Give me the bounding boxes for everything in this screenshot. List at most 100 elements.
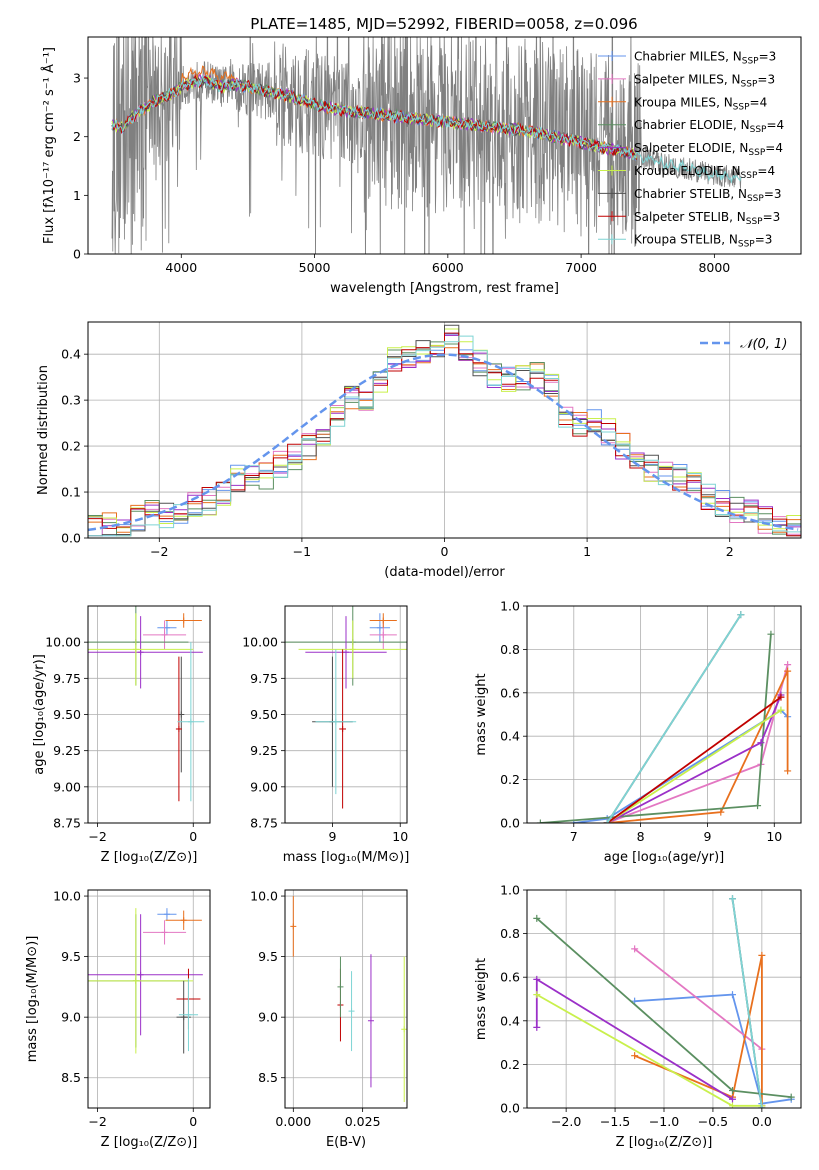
weight-point xyxy=(729,895,736,903)
x-tick-label: 0 xyxy=(441,544,449,559)
mass-vs-z-panel: −2 0 8.5 9.0 9.5 10.0 Z [log₁₀(Z/Z⊙)] mass [log… xyxy=(25,889,211,1150)
legend-entry: Chabrier ELODIE, NSSP=4 xyxy=(634,118,784,135)
x-tick-label: 10 xyxy=(392,829,408,844)
x-tick-label: 1 xyxy=(583,544,591,559)
y-tick-label: 9.75 xyxy=(250,671,278,686)
weight-point xyxy=(533,991,541,999)
x-axis-label: Z [log₁₀(Z/Z⊙)] xyxy=(616,1135,713,1150)
y-tick-label: 0.0 xyxy=(500,816,520,831)
residuals-panel: −2 −1 0 1 2 0.0 0.1 0.2 0.3 0.4 (data-model)/error… xyxy=(36,321,802,580)
y-axis-label: mass [log₁₀(M/M⊙)] xyxy=(25,936,40,1063)
x-tick-label: 5000 xyxy=(299,260,331,275)
data-point xyxy=(401,1026,407,1033)
y-tick-label: 0.4 xyxy=(61,347,81,362)
weight-lines xyxy=(533,895,795,1108)
data-point xyxy=(180,617,187,624)
weight-point xyxy=(631,1052,639,1060)
weight-point xyxy=(777,706,785,714)
data-point xyxy=(163,911,170,918)
data-point xyxy=(132,977,139,984)
error-bars xyxy=(290,896,407,1102)
y-tick-label: 3 xyxy=(73,71,81,86)
y-tick-label: 0.2 xyxy=(61,439,81,454)
weight-point xyxy=(729,991,736,999)
y-tick-label: 10.0 xyxy=(250,889,278,904)
weight-lines xyxy=(536,611,792,823)
weight-series-line xyxy=(731,898,763,1108)
data-point xyxy=(161,631,168,638)
data-point xyxy=(175,725,182,732)
observed-spectrum xyxy=(111,37,742,254)
weight-point xyxy=(784,667,792,675)
y-axis-label: age [log₁₀(age/yr)] xyxy=(32,654,47,775)
x-tick-label: 0 xyxy=(189,829,197,844)
y-tick-label: 0.8 xyxy=(500,642,520,657)
y-tick-label: 9.0 xyxy=(258,1010,278,1025)
weight-series-line xyxy=(607,670,789,823)
data-point xyxy=(349,646,356,653)
weight-point xyxy=(737,611,745,619)
y-tick-label: 9.25 xyxy=(53,743,81,758)
legend-entry: Salpeter STELIB, NSSP=3 xyxy=(634,210,780,227)
weight-point xyxy=(784,661,792,669)
weight-series-line xyxy=(573,709,789,823)
weight-point xyxy=(758,1104,766,1108)
error-bars xyxy=(285,606,407,809)
weight-point xyxy=(754,802,762,810)
y-tick-label: 1.0 xyxy=(500,883,520,898)
x-axis-label: Z [log₁₀(Z/Z⊙)] xyxy=(101,1135,198,1150)
x-tick-label: 0.000 xyxy=(275,1114,311,1129)
age-vs-z-panel: −2 0 8.75 9.00 9.25 9.50 9.75 10.00 Z [log₁₀(Z/Z… xyxy=(32,605,211,865)
weight-point xyxy=(536,819,544,823)
y-tick-label: 0.0 xyxy=(61,531,81,546)
x-tick-label: 7000 xyxy=(565,260,597,275)
legend-entry: Kroupa ELODIE, NSSP=4 xyxy=(634,164,775,181)
plot-frame xyxy=(526,889,802,1109)
data-point xyxy=(337,983,344,990)
y-tick-label: 8.5 xyxy=(258,1070,278,1085)
plot-frame xyxy=(284,889,408,1109)
plot-frame xyxy=(87,321,802,539)
x-tick-label: −1.0 xyxy=(649,1114,679,1129)
error-bars xyxy=(88,908,203,1054)
plot-frame xyxy=(87,605,211,824)
x-tick-label: 9 xyxy=(328,829,336,844)
data-point xyxy=(339,725,346,732)
weight-series-line xyxy=(634,948,763,1050)
model-spectrum-line xyxy=(111,75,637,160)
x-tick-label: 0.0 xyxy=(752,1114,772,1129)
x-tick-label: 2 xyxy=(726,544,734,559)
error-bars xyxy=(88,606,205,802)
x-axis-label: mass [log₁₀(M/M⊙)] xyxy=(283,850,410,865)
data-point xyxy=(367,1017,374,1024)
x-axis-label: wavelength [Angstrom, rest frame] xyxy=(330,281,559,296)
data-point xyxy=(137,649,144,656)
x-axis-label: (data-model)/error xyxy=(384,565,505,580)
y-tick-label: 9.5 xyxy=(258,949,278,964)
x-tick-label: −1.5 xyxy=(600,1114,630,1129)
weight-point xyxy=(767,630,775,638)
y-tick-label: 0.1 xyxy=(61,485,81,500)
normal-curve xyxy=(88,353,799,532)
data-point xyxy=(132,646,139,653)
legend-entry: Kroupa STELIB, NSSP=3 xyxy=(634,233,772,250)
data-point xyxy=(185,1011,192,1018)
y-tick-label: 9.00 xyxy=(250,779,278,794)
y-tick-label: 2 xyxy=(73,129,81,144)
weight-series-line xyxy=(606,614,742,823)
y-tick-label: 10.00 xyxy=(242,635,278,650)
x-tick-label: 6000 xyxy=(432,260,464,275)
weight-point xyxy=(533,975,541,983)
plot-frame xyxy=(87,889,211,1109)
x-tick-label: 10 xyxy=(766,829,782,844)
y-tick-label: 0.0 xyxy=(500,1101,520,1116)
weight-vs-age-panel: 7 8 9 10 0.0 0.2 0.4 0.6 0.8 1.0 age [log₁₀(age/yr… xyxy=(474,599,802,865)
weight-point xyxy=(757,739,765,747)
x-tick-label: 7 xyxy=(570,829,578,844)
data-point xyxy=(348,1008,355,1015)
weight-point xyxy=(533,914,541,922)
x-tick-label: −2 xyxy=(150,544,168,559)
y-tick-label: 8.75 xyxy=(250,816,278,831)
mass-vs-ebv-panel: 0.000 0.025 8.5 9.0 9.5 10.0 E(B-V) xyxy=(250,889,408,1150)
